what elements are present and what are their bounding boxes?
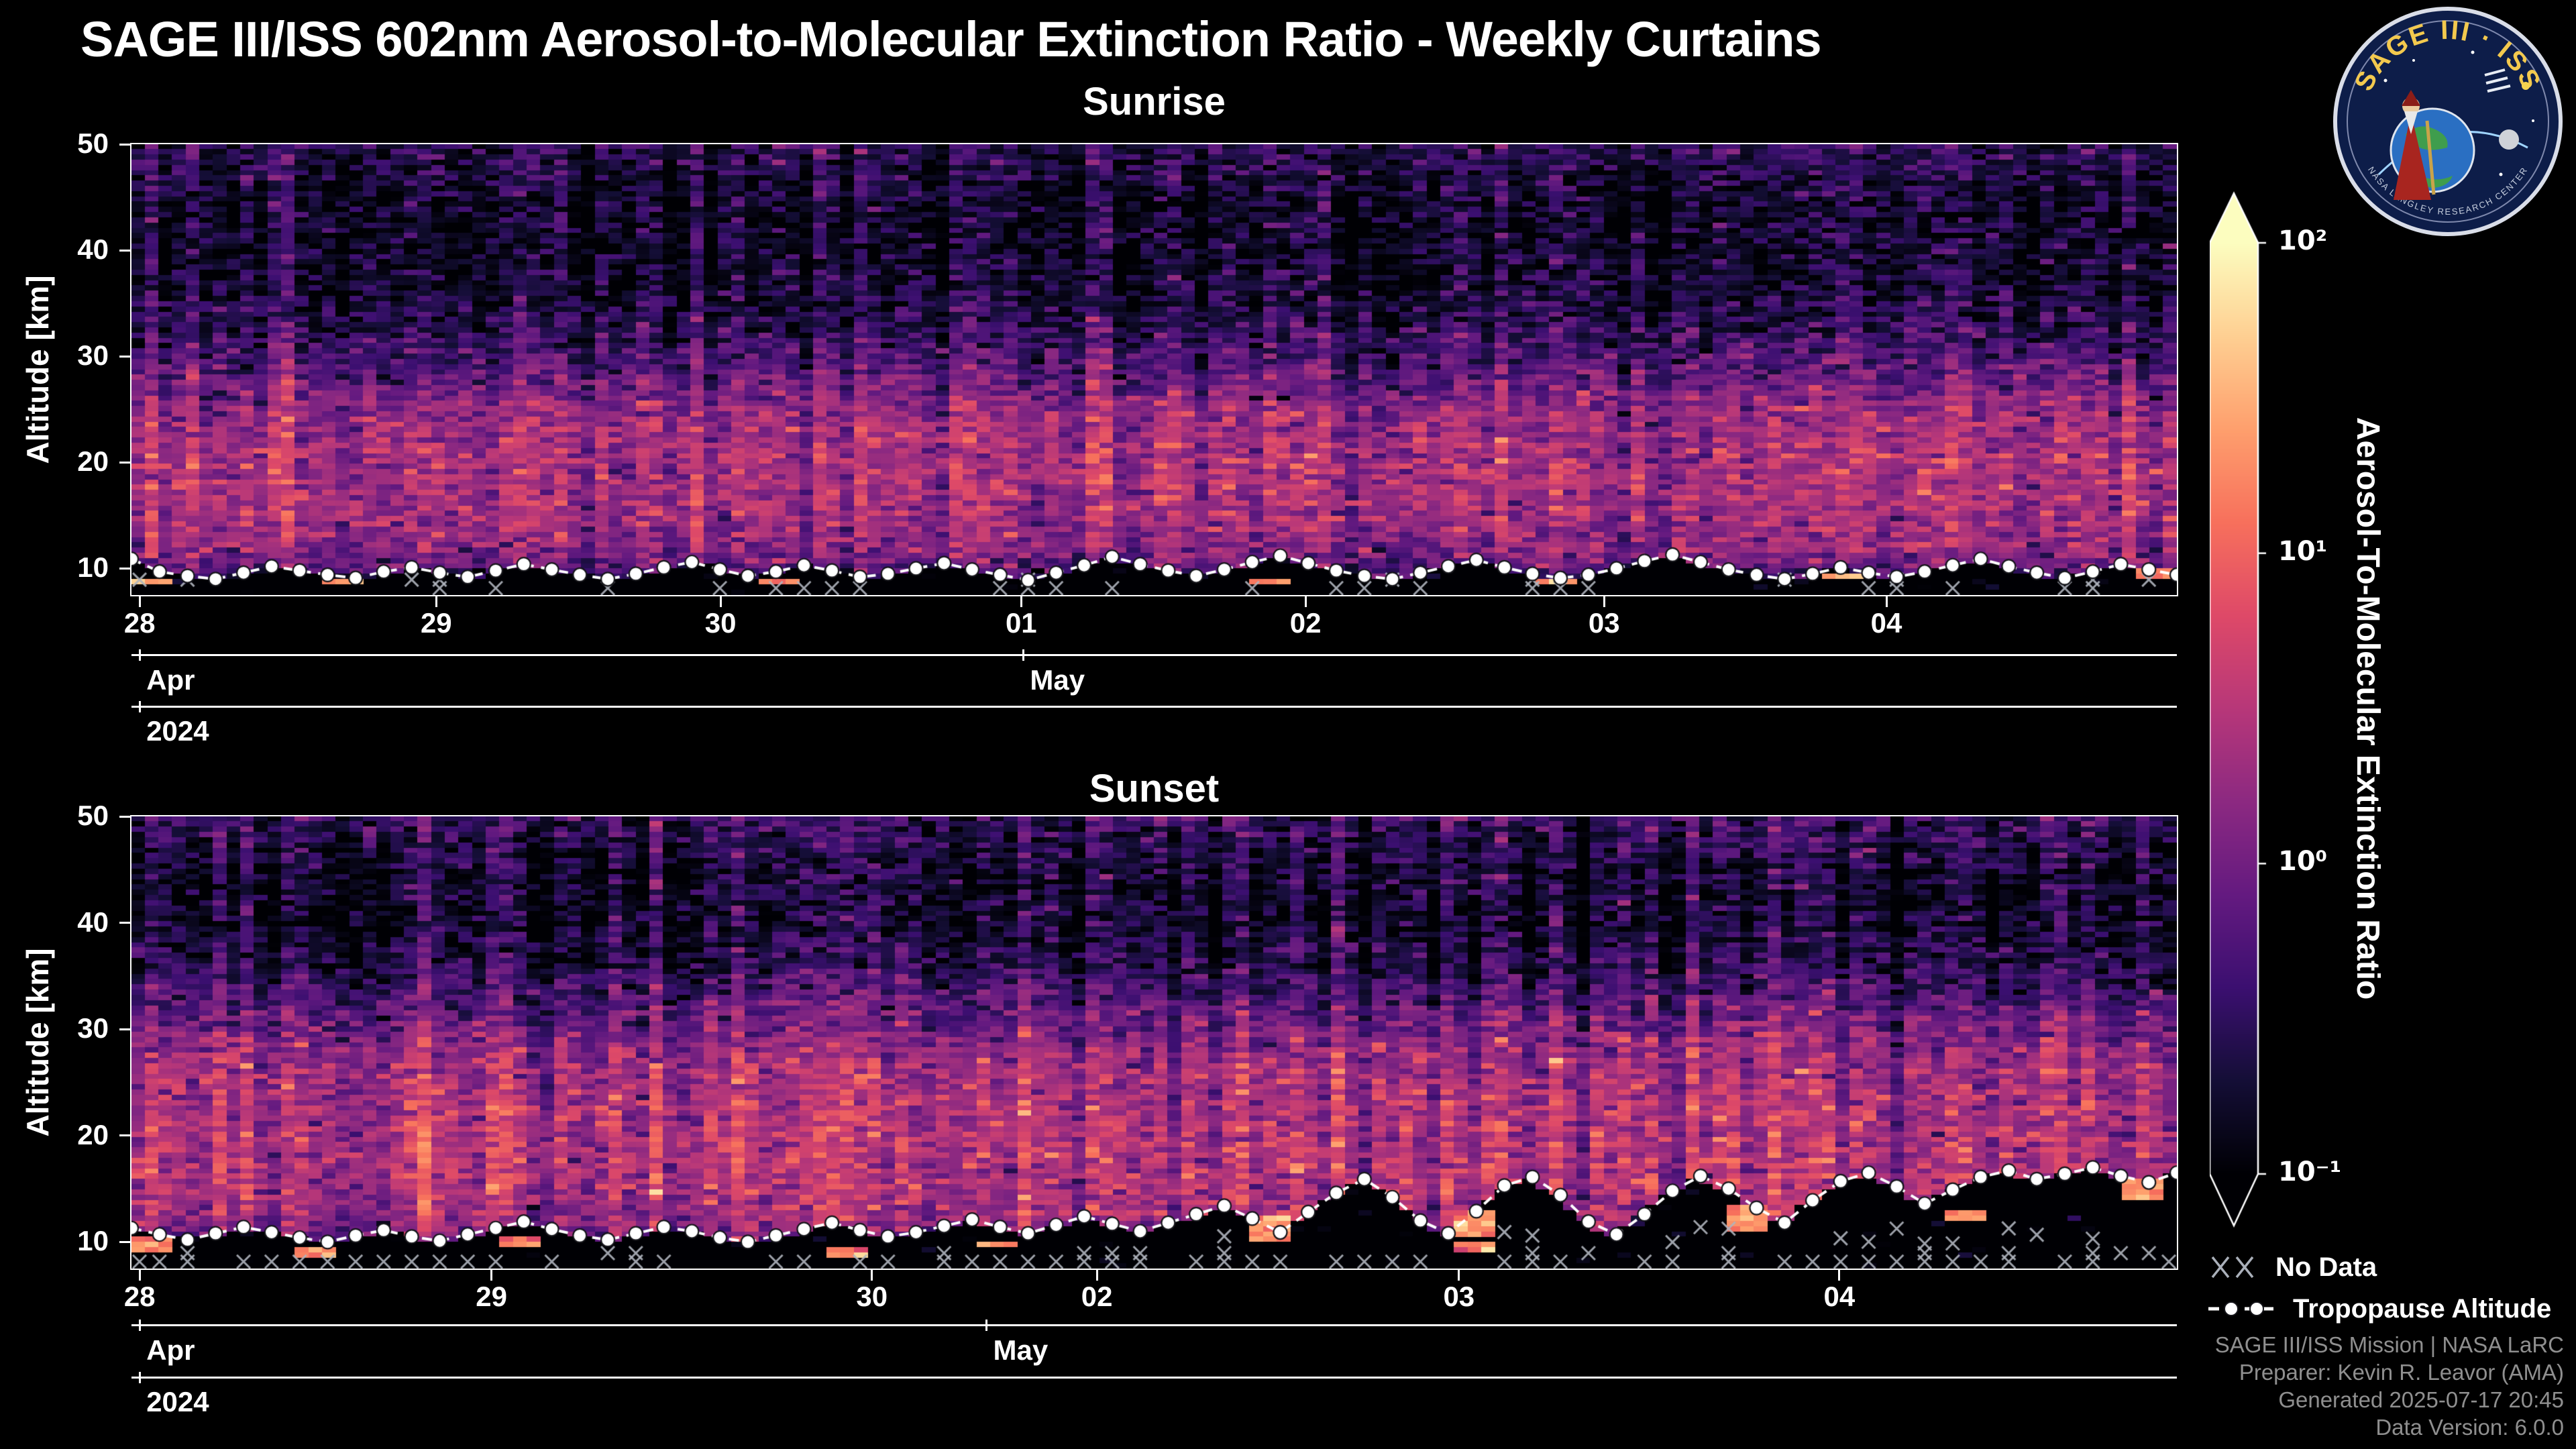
sunrise-heatmap-canvas xyxy=(131,144,2177,595)
x-tick-mark xyxy=(1095,1270,1098,1281)
logo-wizard xyxy=(2394,90,2436,200)
x-tick-label: 02 xyxy=(1289,607,1322,639)
x-tick-label: 29 xyxy=(476,1281,507,1312)
x-tick-mark xyxy=(435,596,437,607)
year-label: 2024 xyxy=(146,1386,209,1417)
y-tick-label: 50 xyxy=(77,800,109,831)
colorbar xyxy=(2210,188,2270,1234)
footer-line-mission: SAGE III/ISS Mission | NASA LaRC xyxy=(2214,1332,2564,1357)
legend-row-no-data: No Data xyxy=(2207,1252,2551,1283)
y-axis-label-sunset: Altitude [km] xyxy=(20,948,55,1137)
x-tick-mark xyxy=(1603,596,1605,607)
logo-inner-ring xyxy=(2347,20,2549,223)
y-tick-label: 30 xyxy=(77,1012,109,1044)
y-tick-mark xyxy=(119,567,130,570)
logo-sun-star xyxy=(2522,82,2530,90)
panel-title-sunrise: Sunrise xyxy=(1083,80,1226,123)
y-axis-label-sunrise: Altitude [km] xyxy=(20,275,55,464)
legend-no-data-label: No Data xyxy=(2275,1252,2377,1282)
y-tick-mark xyxy=(119,1240,130,1243)
y-tick-mark xyxy=(119,1028,130,1030)
year-boundary-tick xyxy=(138,701,141,712)
year-separator-line xyxy=(131,1377,2177,1379)
colorbar-tick-label: 10⁻¹ xyxy=(2278,1157,2342,1187)
y-tick-label: 30 xyxy=(77,339,109,372)
footer-line-generated: Generated 2025-07-17 20:45 xyxy=(2278,1387,2564,1412)
footer-line-preparer: Preparer: Kevin R. Leavor (AMA) xyxy=(2239,1360,2564,1385)
month-boundary-tick xyxy=(985,1320,987,1331)
year-separator-line xyxy=(131,706,2177,708)
year-boundary-tick xyxy=(138,1372,141,1383)
colorbar-tick-label: 10⁰ xyxy=(2278,846,2328,877)
month-label: May xyxy=(993,1334,1049,1366)
x-tick-label: 01 xyxy=(1005,607,1037,639)
month-label: May xyxy=(1030,664,1085,696)
footer-line-version: Data Version: 6.0.0 xyxy=(2375,1415,2564,1440)
figure-title: SAGE III/ISS 602nm Aerosol-to-Molecular … xyxy=(80,11,1822,67)
legend: No Data Tropopause Altitude xyxy=(2207,1252,2551,1324)
x-tick-label: 29 xyxy=(420,607,452,639)
x-tick-mark xyxy=(871,1270,873,1281)
x-tick-mark xyxy=(1885,596,1888,607)
colorbar-tick-label: 10² xyxy=(2278,225,2328,256)
x-tick-mark xyxy=(1304,596,1307,607)
heatmap-sunset-plot-area xyxy=(130,815,2178,1270)
sage-iss-logo: SAGE III · ISS NASA LANGLEY RESEARCH CEN… xyxy=(2333,7,2563,236)
year-label: 2024 xyxy=(146,715,209,747)
month-boundary-tick xyxy=(138,1320,141,1331)
x-tick-label: 30 xyxy=(704,607,737,639)
panel-title-sunset: Sunset xyxy=(1089,767,1220,810)
month-boundary-tick xyxy=(138,649,141,661)
x-tick-mark xyxy=(1458,1270,1460,1281)
x-tick-mark xyxy=(719,596,722,607)
y-tick-mark xyxy=(119,143,130,146)
x-tick-mark xyxy=(490,1270,493,1281)
x-tick-mark xyxy=(1838,1270,1841,1281)
tropopause-line-icon xyxy=(2208,1301,2279,1316)
logo-moon xyxy=(2499,129,2519,150)
y-tick-mark xyxy=(119,355,130,358)
y-tick-label: 40 xyxy=(77,233,109,266)
legend-tropopause-label: Tropopause Altitude xyxy=(2293,1293,2552,1324)
heatmap-sunrise-plot-area xyxy=(130,143,2178,596)
y-tick-mark xyxy=(119,815,130,818)
x-tick-label: 02 xyxy=(1081,1281,1113,1312)
colorbar-label: Aerosol-To-Molecular Extinction Ratio xyxy=(2350,417,2385,1000)
y-tick-label: 50 xyxy=(77,127,109,159)
legend-row-tropopause: Tropopause Altitude xyxy=(2207,1293,2551,1324)
y-tick-label: 10 xyxy=(77,551,109,584)
footer-credits: SAGE III/ISS Mission | NASA LaRC Prepare… xyxy=(2215,1331,2564,1441)
x-tick-label: 28 xyxy=(123,607,156,639)
month-label: Apr xyxy=(146,664,195,696)
x-tick-label: 04 xyxy=(1823,1281,1856,1312)
x-tick-label: 04 xyxy=(1870,607,1902,639)
y-tick-label: 20 xyxy=(77,445,109,478)
month-separator-line xyxy=(131,1324,2177,1326)
y-tick-label: 10 xyxy=(77,1225,109,1257)
colorbar-tick-label: 10¹ xyxy=(2278,535,2328,567)
logo-iss-mark xyxy=(2484,68,2511,93)
x-tick-label: 03 xyxy=(1588,607,1620,639)
sunset-heatmap-canvas xyxy=(131,816,2177,1269)
y-tick-label: 20 xyxy=(77,1118,109,1150)
month-separator-line xyxy=(131,654,2177,656)
x-tick-label: 28 xyxy=(123,1281,156,1312)
month-label: Apr xyxy=(146,1334,195,1366)
month-boundary-tick xyxy=(1022,649,1024,661)
x-tick-label: 30 xyxy=(856,1281,888,1312)
y-tick-mark xyxy=(119,249,130,252)
x-tick-label: 03 xyxy=(1443,1281,1475,1312)
no-data-hatch-icon xyxy=(2211,1256,2254,1279)
y-tick-mark xyxy=(119,922,130,924)
y-tick-mark xyxy=(119,1134,130,1137)
x-tick-mark xyxy=(138,596,141,607)
y-tick-mark xyxy=(119,461,130,464)
x-tick-mark xyxy=(1020,596,1022,607)
y-tick-label: 40 xyxy=(77,906,109,938)
x-tick-mark xyxy=(138,1270,141,1281)
